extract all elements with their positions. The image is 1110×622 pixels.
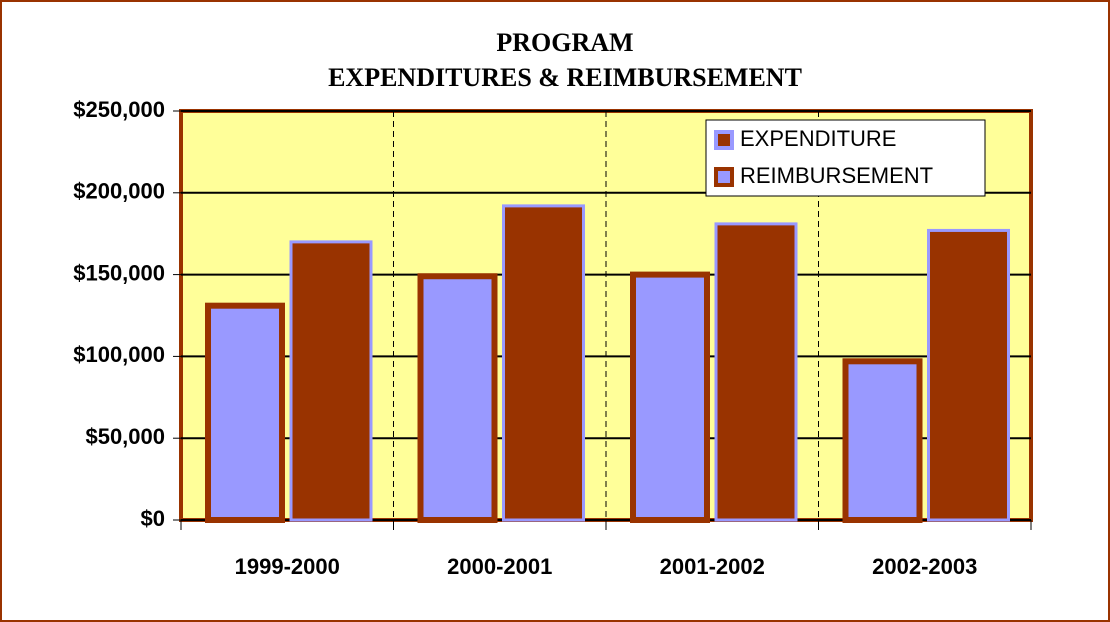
bar	[289, 240, 373, 522]
y-tick-label: $150,000	[73, 260, 165, 285]
y-tick-label: $0	[141, 506, 165, 531]
y-tick-label: $200,000	[73, 179, 165, 204]
bar	[630, 271, 710, 523]
legend-swatch	[714, 130, 734, 150]
x-tick-label: 2002-2003	[872, 554, 977, 579]
bar	[842, 358, 923, 524]
legend-label: EXPENDITURE	[740, 126, 896, 151]
y-tick-label: $50,000	[85, 424, 165, 449]
y-tick-label: $250,000	[73, 97, 165, 122]
bar	[417, 273, 498, 523]
legend	[705, 119, 986, 197]
x-tick-label: 1999-2000	[235, 554, 340, 579]
x-tick-label: 2000-2001	[447, 554, 552, 579]
x-tick-label: 2001-2002	[660, 554, 765, 579]
legend-label: REIMBURSEMENT	[740, 163, 933, 188]
bar	[714, 222, 798, 522]
legend-swatch	[714, 167, 734, 187]
bar	[927, 228, 1010, 522]
bar	[502, 204, 585, 522]
chart-title: PROGRAM	[496, 28, 633, 57]
bar	[205, 302, 285, 523]
y-tick-label: $100,000	[73, 342, 165, 367]
chart-title: EXPENDITURES & REIMBURSEMENT	[328, 63, 802, 92]
